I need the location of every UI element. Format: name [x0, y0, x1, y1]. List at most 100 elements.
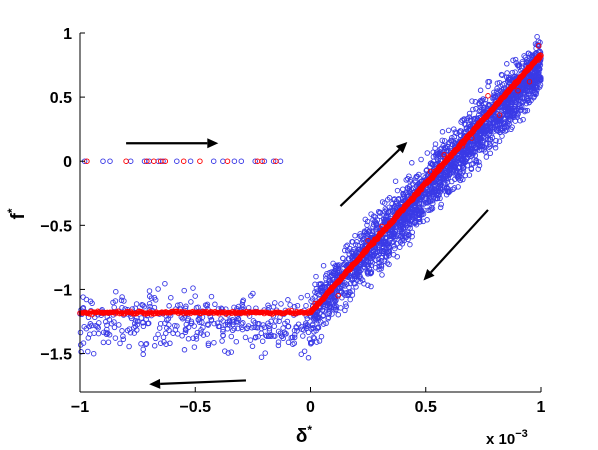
data-point-blue [378, 263, 385, 270]
data-point-blue [219, 338, 225, 344]
data-point-blue [481, 134, 487, 140]
data-point-blue [510, 112, 517, 118]
data-point-blue [350, 246, 357, 253]
data-point-blue [174, 331, 181, 337]
data-point-blue [204, 301, 211, 308]
data-point-blue [271, 323, 278, 329]
data-point-blue [204, 331, 210, 337]
data-point-blue [228, 349, 235, 355]
data-point-blue [91, 330, 97, 336]
data-point-red [441, 152, 447, 158]
data-point-red [515, 87, 521, 94]
data-point-blue [308, 341, 314, 347]
data-point-blue [416, 215, 422, 222]
data-point-blue [261, 158, 268, 164]
data-point-blue [303, 302, 309, 309]
data-point-blue [512, 118, 519, 124]
data-point-blue [185, 315, 191, 322]
data-point-blue [414, 173, 420, 180]
data-point-blue [280, 335, 286, 342]
data-point-blue [344, 242, 351, 249]
data-point-blue [437, 204, 444, 211]
data-point-blue [106, 332, 113, 338]
data-point-blue [408, 217, 415, 224]
data-point-blue [399, 195, 406, 202]
data-point-blue [524, 107, 531, 114]
data-point-blue [152, 335, 159, 342]
data-point-blue [239, 301, 245, 308]
y-axis-label: f* [5, 208, 29, 219]
data-point-blue [385, 248, 391, 254]
data-point-blue [131, 330, 138, 336]
data-point-blue [204, 321, 211, 328]
data-point-blue [424, 150, 431, 156]
data-point-blue [409, 233, 415, 240]
data-point-blue [323, 320, 329, 327]
data-point-blue [435, 193, 441, 199]
data-point-blue [457, 160, 463, 166]
data-point-blue [407, 241, 413, 248]
y-tick-label: −1 [54, 282, 72, 299]
data-point-blue [249, 343, 256, 350]
x-tick-label: 1 [537, 399, 546, 416]
data-point-blue [504, 61, 510, 67]
data-point-blue [353, 284, 359, 290]
data-point-blue [314, 309, 320, 315]
data-point-blue [368, 211, 374, 217]
data-point-blue [160, 158, 166, 164]
data-point-blue [535, 71, 541, 77]
data-point-blue [487, 150, 494, 157]
data-point-blue [492, 145, 499, 151]
data-point-blue [278, 301, 284, 307]
annotation-arrow [423, 209, 489, 281]
data-point-blue [485, 78, 491, 85]
data-point-blue [380, 250, 387, 257]
data-point-blue [394, 240, 400, 247]
data-point-blue [486, 118, 493, 124]
data-point-blue [134, 318, 141, 325]
data-point-blue [383, 213, 389, 219]
data-point-blue [100, 339, 107, 346]
data-point-blue [368, 258, 374, 264]
data-point-blue [466, 110, 473, 117]
y-tick-label: 0 [63, 154, 72, 171]
data-point-blue [477, 87, 484, 94]
data-point-blue [323, 275, 329, 282]
data-point-blue [352, 232, 358, 239]
data-point-blue [200, 324, 206, 331]
data-point-blue [251, 324, 257, 330]
data-point-blue [455, 176, 462, 182]
data-point-blue [478, 99, 484, 105]
data-point-blue [357, 233, 363, 240]
data-point-blue [400, 186, 406, 192]
data-point-blue [329, 273, 335, 279]
data-point-blue [235, 325, 241, 332]
data-point-blue [389, 208, 396, 214]
data-point-blue [95, 330, 102, 337]
data-point-blue [534, 33, 540, 40]
data-point-blue [265, 320, 271, 326]
data-point-blue [482, 144, 488, 151]
data-point-blue [392, 203, 398, 209]
data-point-blue [381, 200, 388, 206]
data-point-blue [220, 158, 226, 164]
data-point-blue [252, 334, 259, 340]
data-point-blue [263, 332, 269, 339]
data-point-blue [496, 138, 503, 144]
data-point-blue [140, 346, 146, 353]
data-point-blue [252, 158, 258, 164]
data-point-blue [349, 288, 356, 294]
data-point-blue [182, 326, 189, 333]
data-point-blue [187, 158, 194, 164]
data-point-blue [255, 333, 261, 340]
data-point-blue [185, 336, 192, 342]
data-point-blue [337, 285, 343, 292]
data-point-blue [355, 246, 362, 252]
data-point-blue [233, 338, 240, 345]
data-point-blue [170, 330, 176, 336]
data-point-blue [513, 59, 519, 66]
data-point-blue [517, 107, 524, 114]
data-point-blue [117, 340, 123, 347]
data-point-blue [140, 323, 147, 330]
data-point-blue [440, 170, 446, 176]
